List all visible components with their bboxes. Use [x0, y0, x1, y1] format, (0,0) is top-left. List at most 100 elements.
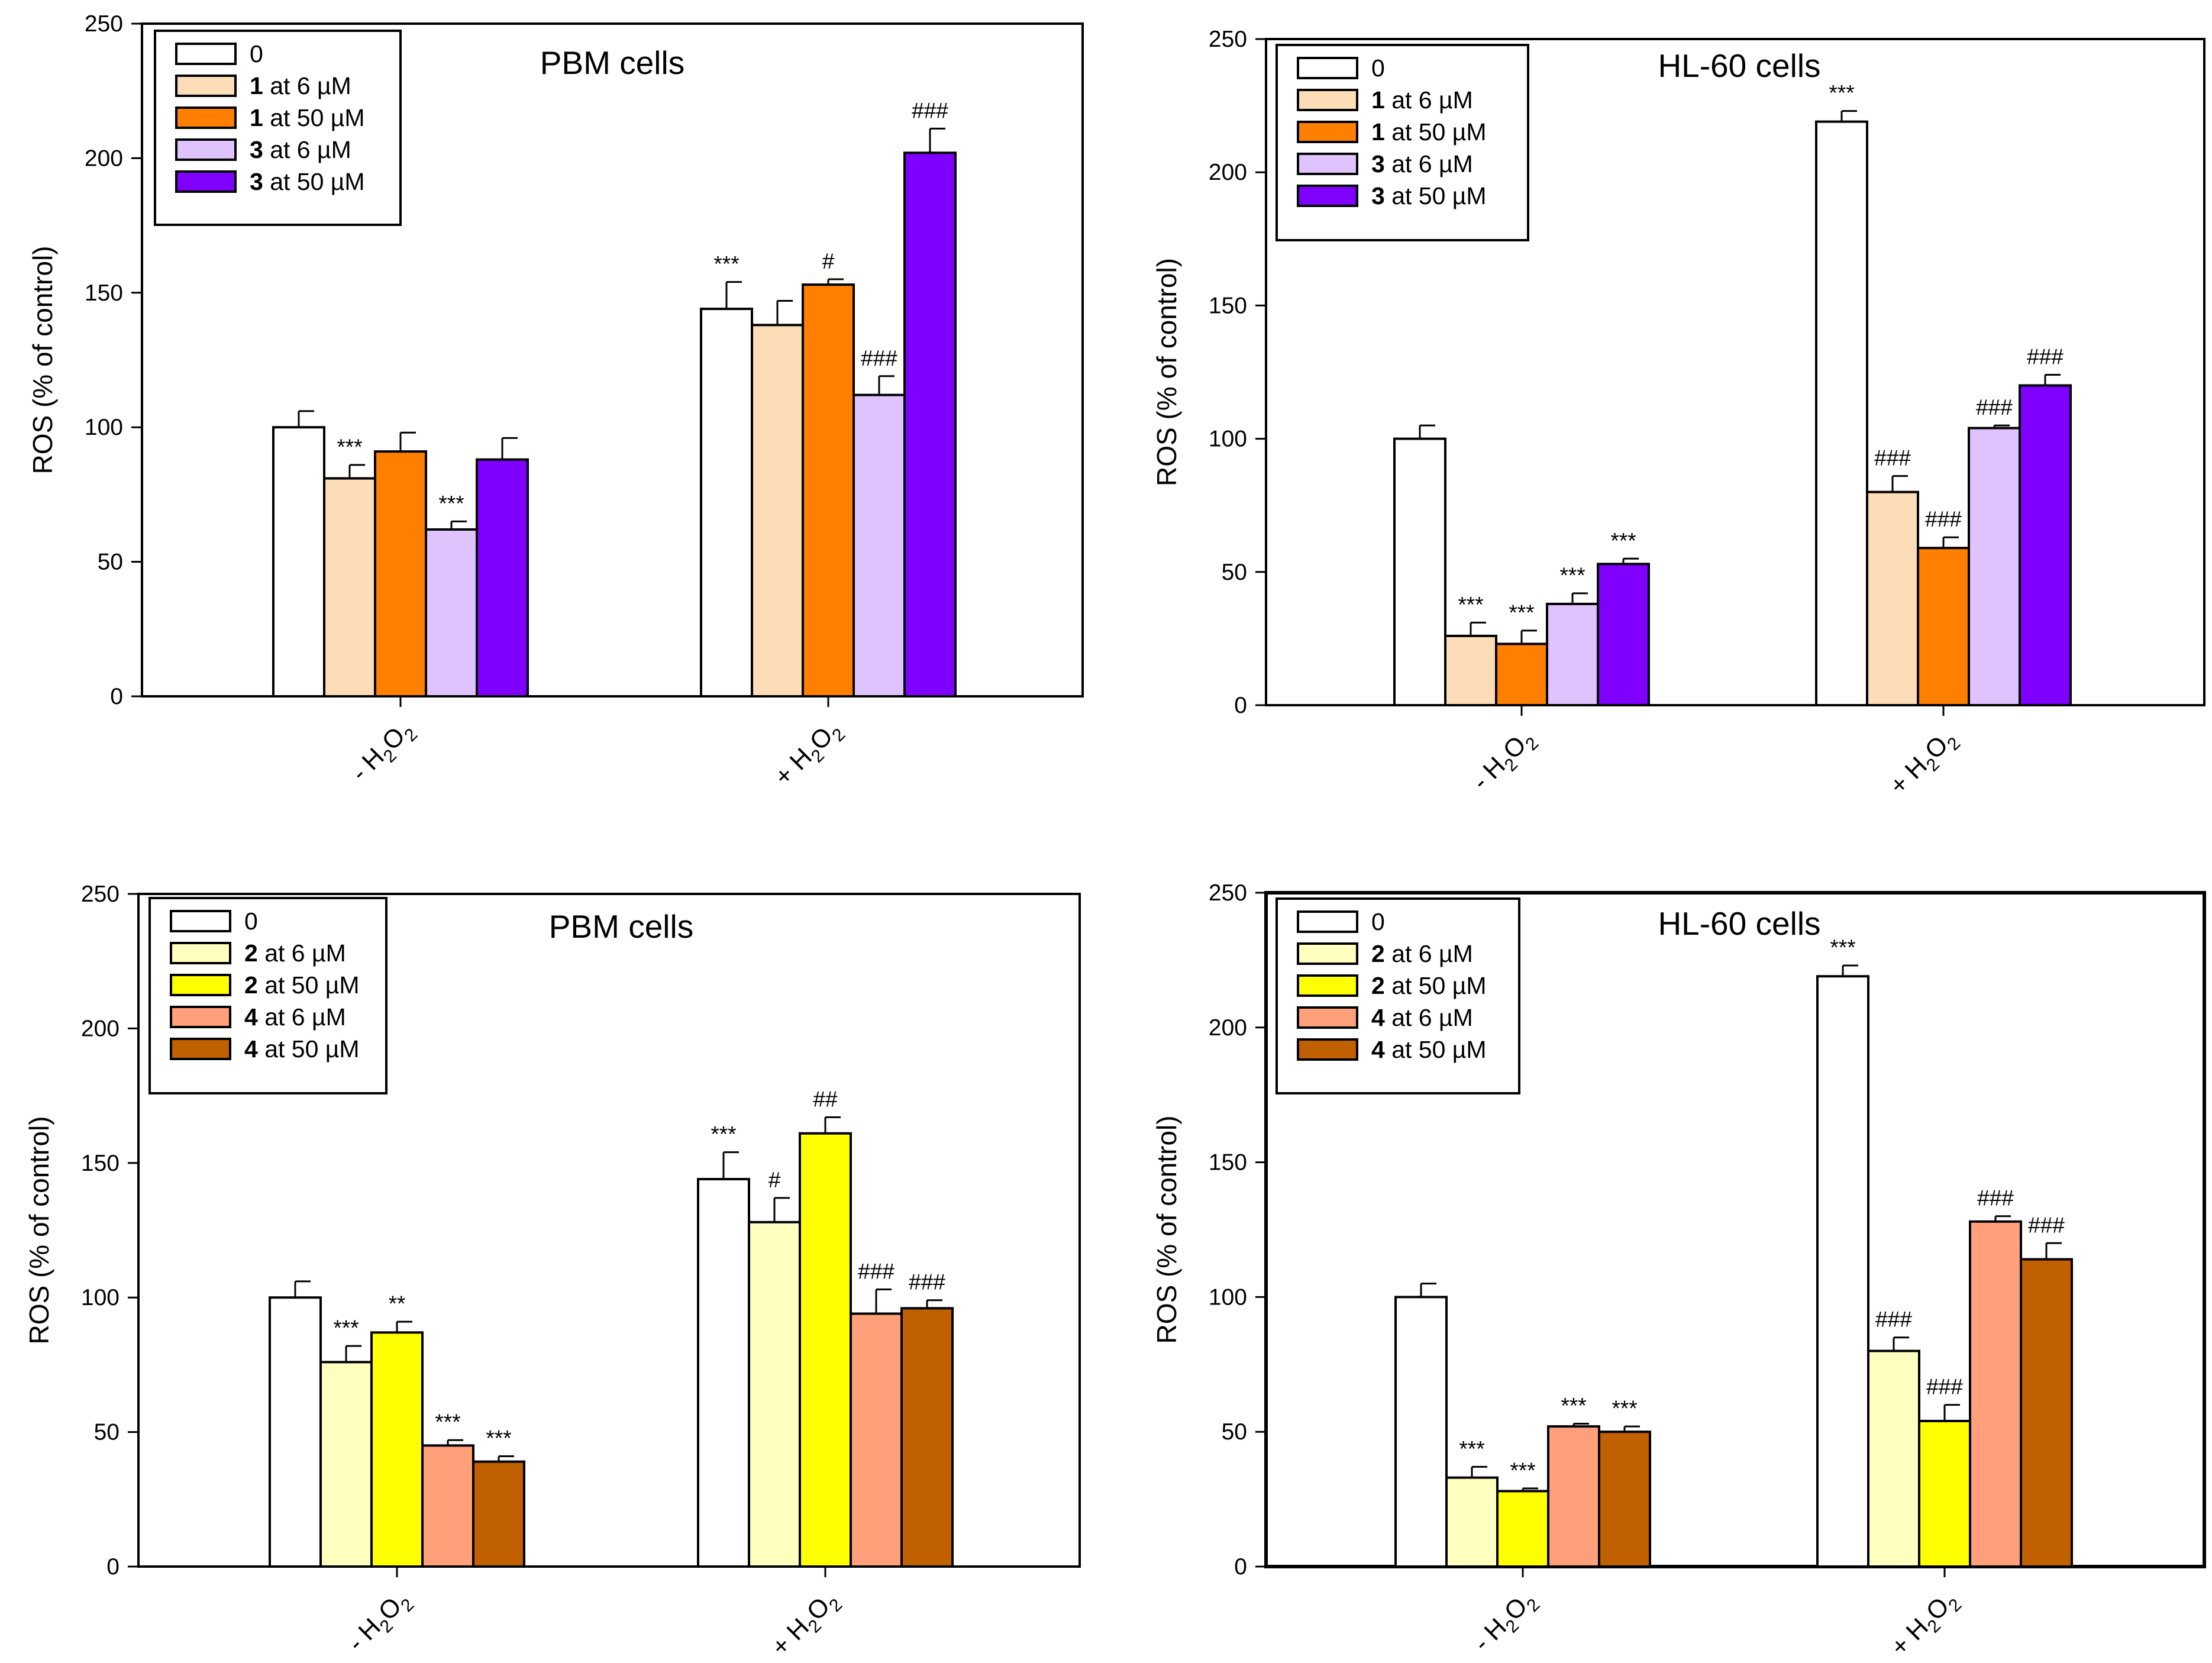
bar [1867, 1349, 1920, 1568]
significance-label: ### [2027, 345, 2064, 369]
legend-entry-label: 3 at 50 µM [1371, 182, 1487, 209]
bar [269, 1296, 322, 1568]
legend: 0 2 at 6 µM 2 at 50 µM 4 at 6 µM 4 at 50 µM [148, 897, 387, 1094]
bar [1816, 975, 1869, 1568]
x-category-label: + H2O2 [1885, 1585, 1966, 1663]
legend-swatch [175, 106, 237, 129]
bar [802, 283, 855, 698]
legend-entry-label: 0 [250, 40, 263, 67]
bar [700, 308, 753, 698]
significance-label: *** [1459, 1436, 1484, 1461]
significance-label: ### [861, 346, 897, 370]
y-tick-label: 150 [81, 1151, 120, 1176]
y-tick-label: 250 [1209, 880, 1247, 906]
legend: 0 1 at 6 µM 1 at 50 µM 3 at 6 µM 3 at 50 µM [154, 30, 402, 226]
significance-label: ### [2028, 1213, 2065, 1237]
legend-entry-label: 4 at 6 µM [1371, 1004, 1473, 1031]
significance-label: ## [813, 1087, 838, 1111]
bar [319, 1361, 373, 1568]
x-category-label: - H2O2 [1468, 1585, 1543, 1661]
chart-title: PBM cells [540, 44, 685, 81]
significance-label: # [822, 249, 835, 273]
significance-label: *** [486, 1426, 511, 1451]
significance-label: ### [1875, 1307, 1912, 1332]
y-tick-label: 200 [81, 1016, 120, 1041]
bar [850, 1312, 903, 1568]
bar [1597, 563, 1650, 707]
bar [900, 1307, 954, 1568]
plot-frame [141, 22, 1084, 698]
plot-frame [1264, 891, 2206, 1568]
y-tick-label: 50 [94, 1420, 120, 1445]
legend-swatch [1297, 974, 1358, 997]
legend: 0 2 at 6 µM 2 at 50 µM 4 at 6 µM 4 at 50 µM [1275, 897, 1520, 1094]
legend-swatch [175, 75, 237, 97]
legend: 0 1 at 6 µM 1 at 50 µM 3 at 6 µM 3 at 50 µM [1275, 44, 1529, 241]
significance-label: *** [337, 435, 362, 459]
chart-panel-3: 0 50 100 150 200 250 ROS (% of control) PBM cel… [24, 881, 1081, 1663]
bar [476, 458, 529, 698]
significance-label: *** [713, 252, 739, 276]
legend-swatch [170, 1038, 231, 1060]
significance-label: ** [389, 1291, 406, 1316]
x-category-label: + H2O2 [766, 1585, 847, 1663]
y-tick-label: 150 [1209, 293, 1247, 318]
legend-entry-label: 0 [244, 908, 258, 935]
legend-swatch [1297, 910, 1358, 933]
bar [2020, 1258, 2073, 1568]
significance-label: *** [711, 1122, 736, 1147]
legend-swatch [1297, 153, 1358, 175]
chart-title: HL-60 cells [1658, 905, 1820, 942]
y-tick-label: 50 [1222, 1419, 1247, 1445]
y-tick-label: 50 [98, 550, 123, 575]
bar [1968, 427, 2021, 706]
legend-swatch [1297, 1038, 1358, 1061]
significance-label: ### [858, 1260, 895, 1284]
legend-swatch [175, 138, 237, 161]
legend-entry-label: 2 at 50 µM [244, 971, 360, 999]
legend-entry-label: 1 at 50 µM [250, 104, 365, 131]
legend-swatch [1297, 1006, 1358, 1029]
legend-swatch [175, 43, 237, 65]
bar [1445, 1476, 1499, 1568]
significance-label: *** [1510, 1458, 1535, 1483]
y-tick-label: 0 [106, 1554, 120, 1580]
x-category-label: - H2O2 [345, 715, 421, 790]
plot-frame [1265, 38, 2205, 706]
legend-entry-label: 3 at 50 µM [250, 168, 365, 195]
y-tick-label: 0 [1234, 1554, 1247, 1580]
x-category-label: - H2O2 [1467, 724, 1542, 799]
significance-label: ### [1977, 1186, 2014, 1210]
legend-entry-label: 0 [1371, 54, 1385, 82]
y-tick-label: 100 [81, 1285, 120, 1310]
legend-entry-label: 2 at 6 µM [1371, 940, 1473, 967]
y-axis-label: ROS (% of control) [27, 246, 58, 474]
legend-entry-label: 1 at 6 µM [250, 72, 351, 99]
bar [903, 151, 957, 698]
significance-label: *** [1829, 81, 1854, 105]
bar [272, 426, 325, 698]
chart-title: HL-60 cells [1658, 47, 1820, 84]
significance-label: ### [912, 98, 948, 122]
significance-label: *** [438, 491, 464, 515]
bar [472, 1460, 525, 1568]
bar [374, 450, 427, 698]
significance-label: ### [1925, 507, 1962, 531]
legend-entry-label: 3 at 6 µM [1371, 150, 1473, 177]
plot-frame [137, 893, 1081, 1568]
significance-label: *** [1612, 1396, 1637, 1420]
x-category-label: + H2O2 [1884, 724, 1965, 804]
significance-label: ### [1976, 395, 2013, 419]
bar [1496, 1490, 1549, 1568]
y-tick-label: 200 [85, 146, 123, 171]
significance-label: ### [1874, 446, 1911, 470]
y-tick-label: 0 [110, 684, 123, 709]
y-tick-label: 200 [1209, 160, 1247, 185]
legend-swatch [170, 910, 231, 932]
significance-label: # [768, 1168, 781, 1192]
bar [697, 1178, 750, 1568]
chart-title: PBM cells [549, 908, 694, 945]
y-axis-label: ROS (% of control) [24, 1116, 54, 1345]
bar [1969, 1220, 2022, 1568]
